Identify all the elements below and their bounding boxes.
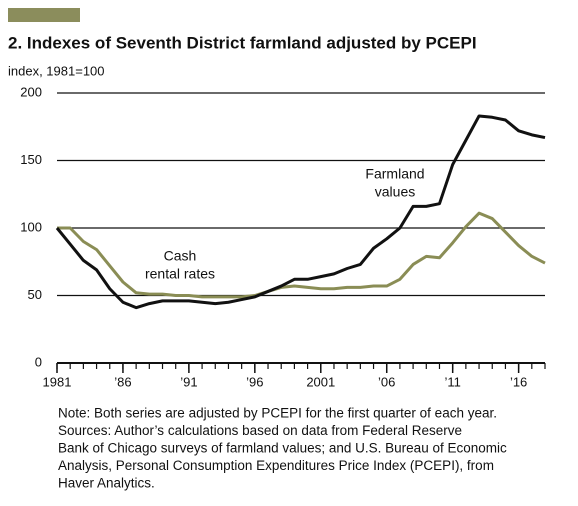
note: Note: Both series are adjusted by PCEPI … bbox=[58, 406, 497, 421]
y-tick-label: 100 bbox=[20, 219, 42, 234]
x-tick-label: 1981 bbox=[43, 374, 72, 389]
y-tick-label: 50 bbox=[28, 287, 42, 302]
series-line bbox=[55, 114, 546, 310]
y-axis-label: index, 1981=100 bbox=[8, 63, 105, 78]
note: Analysis, Personal Consumption Expenditu… bbox=[58, 458, 494, 473]
y-tick-label: 0 bbox=[35, 354, 42, 369]
x-tick-label: ’06 bbox=[378, 374, 395, 389]
note: Sources: Author’s calculations based on … bbox=[58, 423, 462, 438]
x-tick-label: 2001 bbox=[306, 374, 335, 389]
x-tick-label: ’86 bbox=[114, 374, 131, 389]
note: Haver Analytics. bbox=[58, 476, 155, 491]
x-tick-label: ’16 bbox=[510, 374, 527, 389]
series-line bbox=[57, 211, 546, 299]
x-tick-label: ’11 bbox=[444, 374, 460, 389]
x-tick-label: ’91 bbox=[180, 374, 197, 389]
annotation: Farmland bbox=[365, 166, 424, 182]
accent-bar bbox=[8, 8, 80, 22]
chart-title: 2. Indexes of Seventh District farmland … bbox=[8, 33, 477, 52]
x-tick-label: ’96 bbox=[246, 374, 263, 389]
y-tick-label: 150 bbox=[20, 152, 42, 167]
annotation: Cash bbox=[164, 248, 197, 264]
note: Bank of Chicago surveys of farmland valu… bbox=[58, 441, 507, 456]
annotation: values bbox=[375, 184, 415, 200]
annotation: rental rates bbox=[145, 266, 215, 282]
y-tick-label: 200 bbox=[20, 84, 42, 99]
